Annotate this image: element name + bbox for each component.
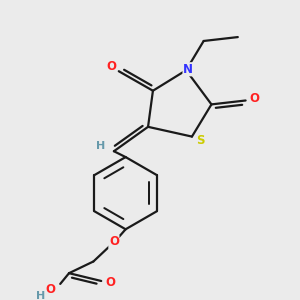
Text: S: S [196,134,205,147]
Text: O: O [106,60,116,73]
Text: N: N [183,63,193,76]
Text: H: H [96,141,105,151]
Text: O: O [46,283,56,296]
Text: O: O [249,92,260,105]
Text: O: O [109,236,119,248]
Text: O: O [105,276,115,290]
Text: H: H [36,291,45,300]
